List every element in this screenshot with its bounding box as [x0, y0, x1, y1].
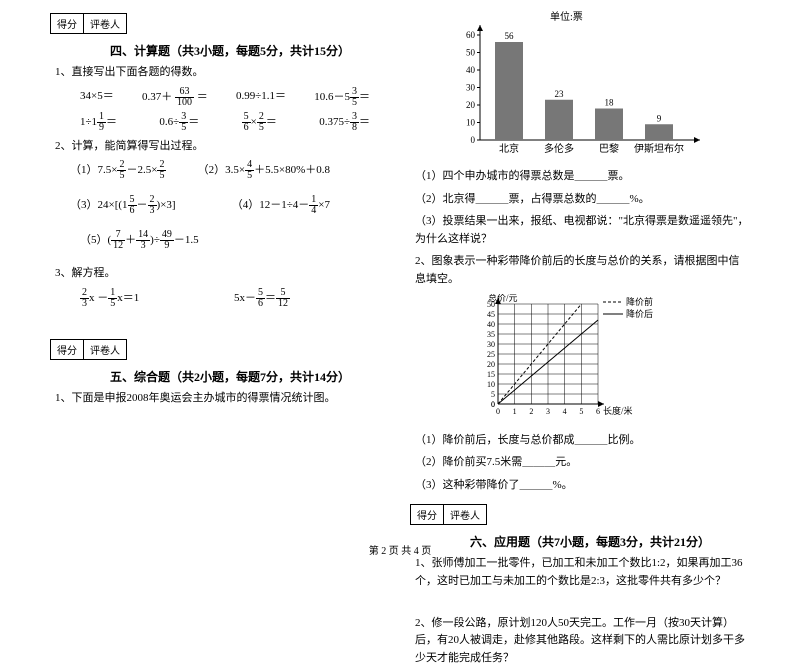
line-chart: 降价前降价后012345605101520253035404550总价/元长度/… — [470, 294, 750, 427]
svg-text:0: 0 — [471, 135, 476, 145]
s4-q1-row1: 34×5＝ 0.37＋ 63100 ＝ 0.99÷1.1＝ 10.6－535＝ — [50, 87, 390, 108]
svg-text:18: 18 — [605, 98, 615, 108]
svg-text:10: 10 — [466, 118, 476, 128]
svg-text:降价前: 降价前 — [626, 296, 653, 307]
section5-title: 五、综合题（共2小题，每题7分，共计14分） — [50, 368, 390, 385]
s5-q2-sub3: （3）这种彩带降价了＿＿＿%。 — [415, 477, 750, 495]
s4-q2-1: （1）7.5×25－2.5×25 — [70, 160, 166, 181]
s4-q3: 3、解方程。 — [55, 265, 390, 283]
s4-q3-1: 23x －15x＝1 — [80, 288, 139, 309]
svg-text:降价后: 降价后 — [626, 308, 653, 319]
s4-q1-row2: 1÷119＝ 0.6÷35＝ 56×25＝ 0.375÷38＝ — [50, 112, 390, 133]
s5-q1: 1、下面是申报2008年奥运会主办城市的得票情况统计图。 — [55, 390, 390, 408]
svg-text:6: 6 — [596, 407, 600, 416]
s5-q1-sub3: （3）投票结果一出来，报纸、电视都说："北京得票是数遥遥领先"，为什么这样说？ — [415, 213, 750, 248]
score-box-4: 得分 评卷人 — [50, 13, 127, 34]
score-label: 得分 — [51, 14, 84, 33]
svg-text:60: 60 — [466, 30, 476, 40]
s5-q2-sub2: （2）降价前买7.5米需＿＿＿元。 — [415, 454, 750, 472]
svg-text:30: 30 — [466, 83, 476, 93]
right-column: 单位:票010203040506056北京23多伦多18巴黎9伊斯坦布尔 （1）… — [400, 5, 760, 545]
svg-text:9: 9 — [657, 113, 662, 123]
svg-text:56: 56 — [505, 31, 515, 41]
svg-text:40: 40 — [487, 320, 495, 329]
svg-text:45: 45 — [487, 310, 495, 319]
s5-q1-sub2: （2）北京得＿＿＿票，占得票总数的＿＿＿%。 — [415, 191, 750, 209]
svg-text:30: 30 — [487, 340, 495, 349]
s6-q2: 2、修一段公路，原计划120人50天完工。工作一月（按30天计算）后，有20人被… — [415, 615, 750, 667]
svg-text:5: 5 — [491, 390, 495, 399]
left-column: 得分 评卷人 四、计算题（共3小题，每题5分，共计15分） 1、直接写出下面各题… — [40, 5, 400, 545]
svg-text:5: 5 — [579, 407, 583, 416]
svg-text:0: 0 — [496, 407, 500, 416]
s6-q1: 1、张师傅加工一批零件，已加工和未加工个数比1:2，如果再加工36个，这时已加工… — [415, 555, 750, 590]
section4-title: 四、计算题（共3小题，每题5分，共计15分） — [50, 42, 390, 59]
s5-q2: 2、图象表示一种彩带降价前后的长度与总价的关系，请根据图中信息填空。 — [415, 253, 750, 288]
svg-text:多伦多: 多伦多 — [544, 142, 574, 155]
svg-text:4: 4 — [563, 407, 567, 416]
s4-q2-4: （4）12－1÷4－14×7 — [232, 195, 330, 216]
svg-text:50: 50 — [466, 48, 476, 58]
svg-text:1: 1 — [513, 407, 517, 416]
svg-text:20: 20 — [487, 360, 495, 369]
svg-text:2: 2 — [529, 407, 533, 416]
svg-text:0: 0 — [491, 400, 495, 409]
s4-q3-2: 5x－56＝512 — [234, 288, 290, 309]
s5-q1-sub1: （1）四个申办城市的得票总数是＿＿＿票。 — [415, 168, 750, 186]
svg-text:10: 10 — [487, 380, 495, 389]
svg-text:20: 20 — [466, 100, 476, 110]
svg-text:北京: 北京 — [499, 142, 519, 155]
svg-text:总价/元: 总价/元 — [488, 294, 518, 303]
page-footer: 第 2 页 共 4 页 — [0, 542, 800, 557]
svg-text:23: 23 — [555, 89, 565, 99]
svg-text:35: 35 — [487, 330, 495, 339]
s4-q2-2: （2）3.5×45＋5.5×80%＋0.8 — [198, 160, 330, 181]
svg-text:长度/米: 长度/米 — [603, 405, 633, 416]
svg-text:15: 15 — [487, 370, 495, 379]
svg-text:伊斯坦布尔: 伊斯坦布尔 — [634, 142, 684, 155]
svg-text:3: 3 — [546, 407, 550, 416]
s4-q2-5: （5）(712＋143)÷499－1.5 — [80, 230, 390, 251]
s4-q2-3: （3）24×[(156－23)×3] — [70, 195, 176, 216]
s4-q2: 2、计算，能简算得写出过程。 — [55, 138, 390, 156]
bar-chart: 单位:票 0 10 20 30 40 50 60 56 北京 23 多伦多 18 巴黎 9 伊斯坦布尔 — [450, 10, 750, 163]
s4-q1: 1、直接写出下面各题的得数。 — [55, 64, 390, 82]
grader-label: 评卷人 — [84, 14, 126, 33]
svg-text:单位:票: 单位:票 — [550, 10, 583, 23]
s5-q2-sub1: （1）降价前后，长度与总价都成＿＿＿比例。 — [415, 432, 750, 450]
svg-text:巴黎: 巴黎 — [599, 142, 619, 155]
svg-text:25: 25 — [487, 350, 495, 359]
score-box-5: 得分 评卷人 — [50, 339, 127, 360]
score-box-6: 得分 评卷人 — [410, 504, 487, 525]
svg-text:40: 40 — [466, 65, 476, 75]
